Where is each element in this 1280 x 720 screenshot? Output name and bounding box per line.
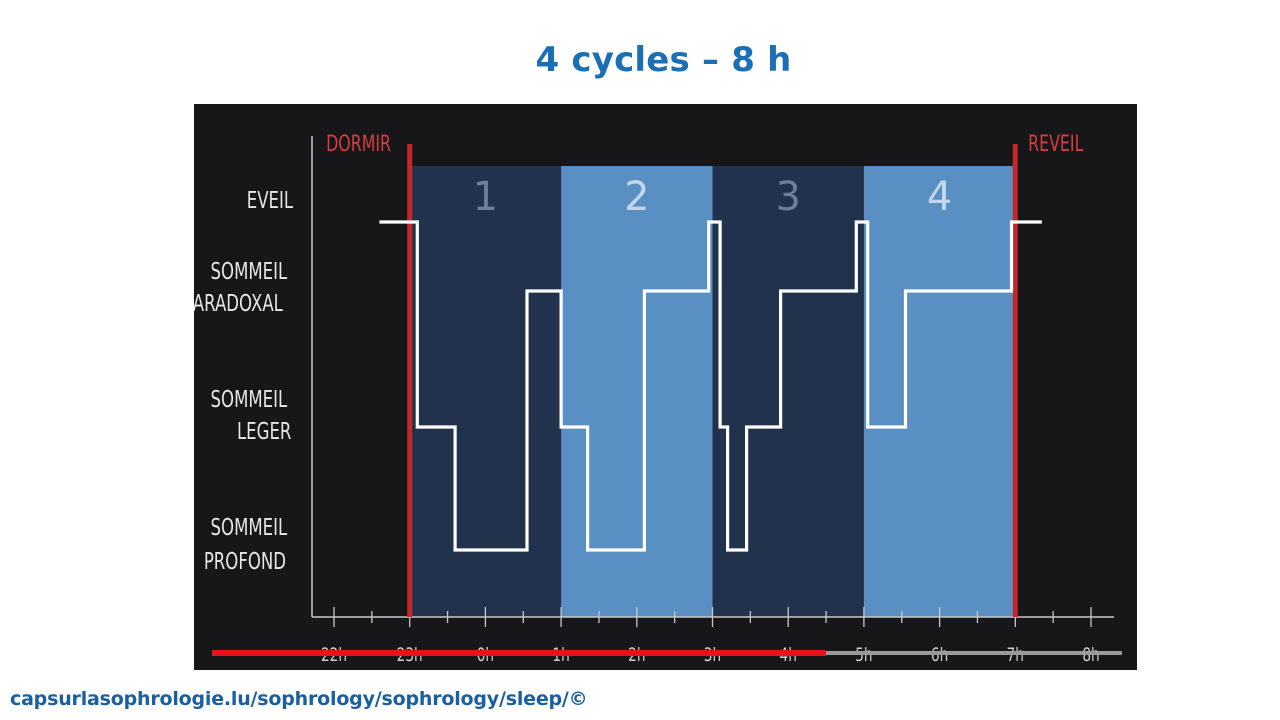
y-label-paradoxal: SOMMEIL bbox=[211, 257, 288, 285]
cycle-number-1: 1 bbox=[473, 174, 498, 220]
cycle-band-4 bbox=[863, 166, 1016, 617]
y-label-paradoxal: PARADOXAL bbox=[194, 289, 284, 317]
slide-title: 4 cycles – 8 h bbox=[535, 40, 792, 80]
chart-canvas: 123422h23h0h1h2h3h4h5h6h7h8hEVEILSOMMEIL… bbox=[194, 130, 1122, 666]
hypnogram-line bbox=[379, 220, 1042, 552]
progress-bar bbox=[212, 650, 1122, 656]
marker-label-reveil: REVEIL bbox=[1028, 130, 1084, 156]
cycle-number-2: 2 bbox=[624, 174, 649, 220]
y-label-profond: PROFOND bbox=[204, 547, 286, 575]
cycle-number-4: 4 bbox=[927, 174, 952, 220]
chart-axes bbox=[311, 136, 1114, 627]
progress-fill bbox=[212, 650, 827, 656]
y-label-leger: SOMMEIL bbox=[211, 385, 288, 413]
cycle-band-1 bbox=[409, 166, 562, 617]
cycle-number-3: 3 bbox=[775, 174, 800, 220]
y-label-eveil: EVEIL bbox=[247, 186, 294, 214]
source-link[interactable]: capsurlasophrologie.lu/sophrology/sophro… bbox=[10, 688, 588, 710]
y-label-profond: SOMMEIL bbox=[211, 513, 288, 541]
y-label-leger: LEGER bbox=[237, 417, 292, 445]
marker-label-dormir: DORMIR bbox=[326, 130, 391, 156]
cycle-band-3 bbox=[712, 166, 864, 617]
sleep-cycle-chart: 123422h23h0h1h2h3h4h5h6h7h8hEVEILSOMMEIL… bbox=[194, 104, 1137, 670]
hypnogram-trace bbox=[379, 220, 1042, 552]
cycle-bands bbox=[409, 166, 1016, 617]
